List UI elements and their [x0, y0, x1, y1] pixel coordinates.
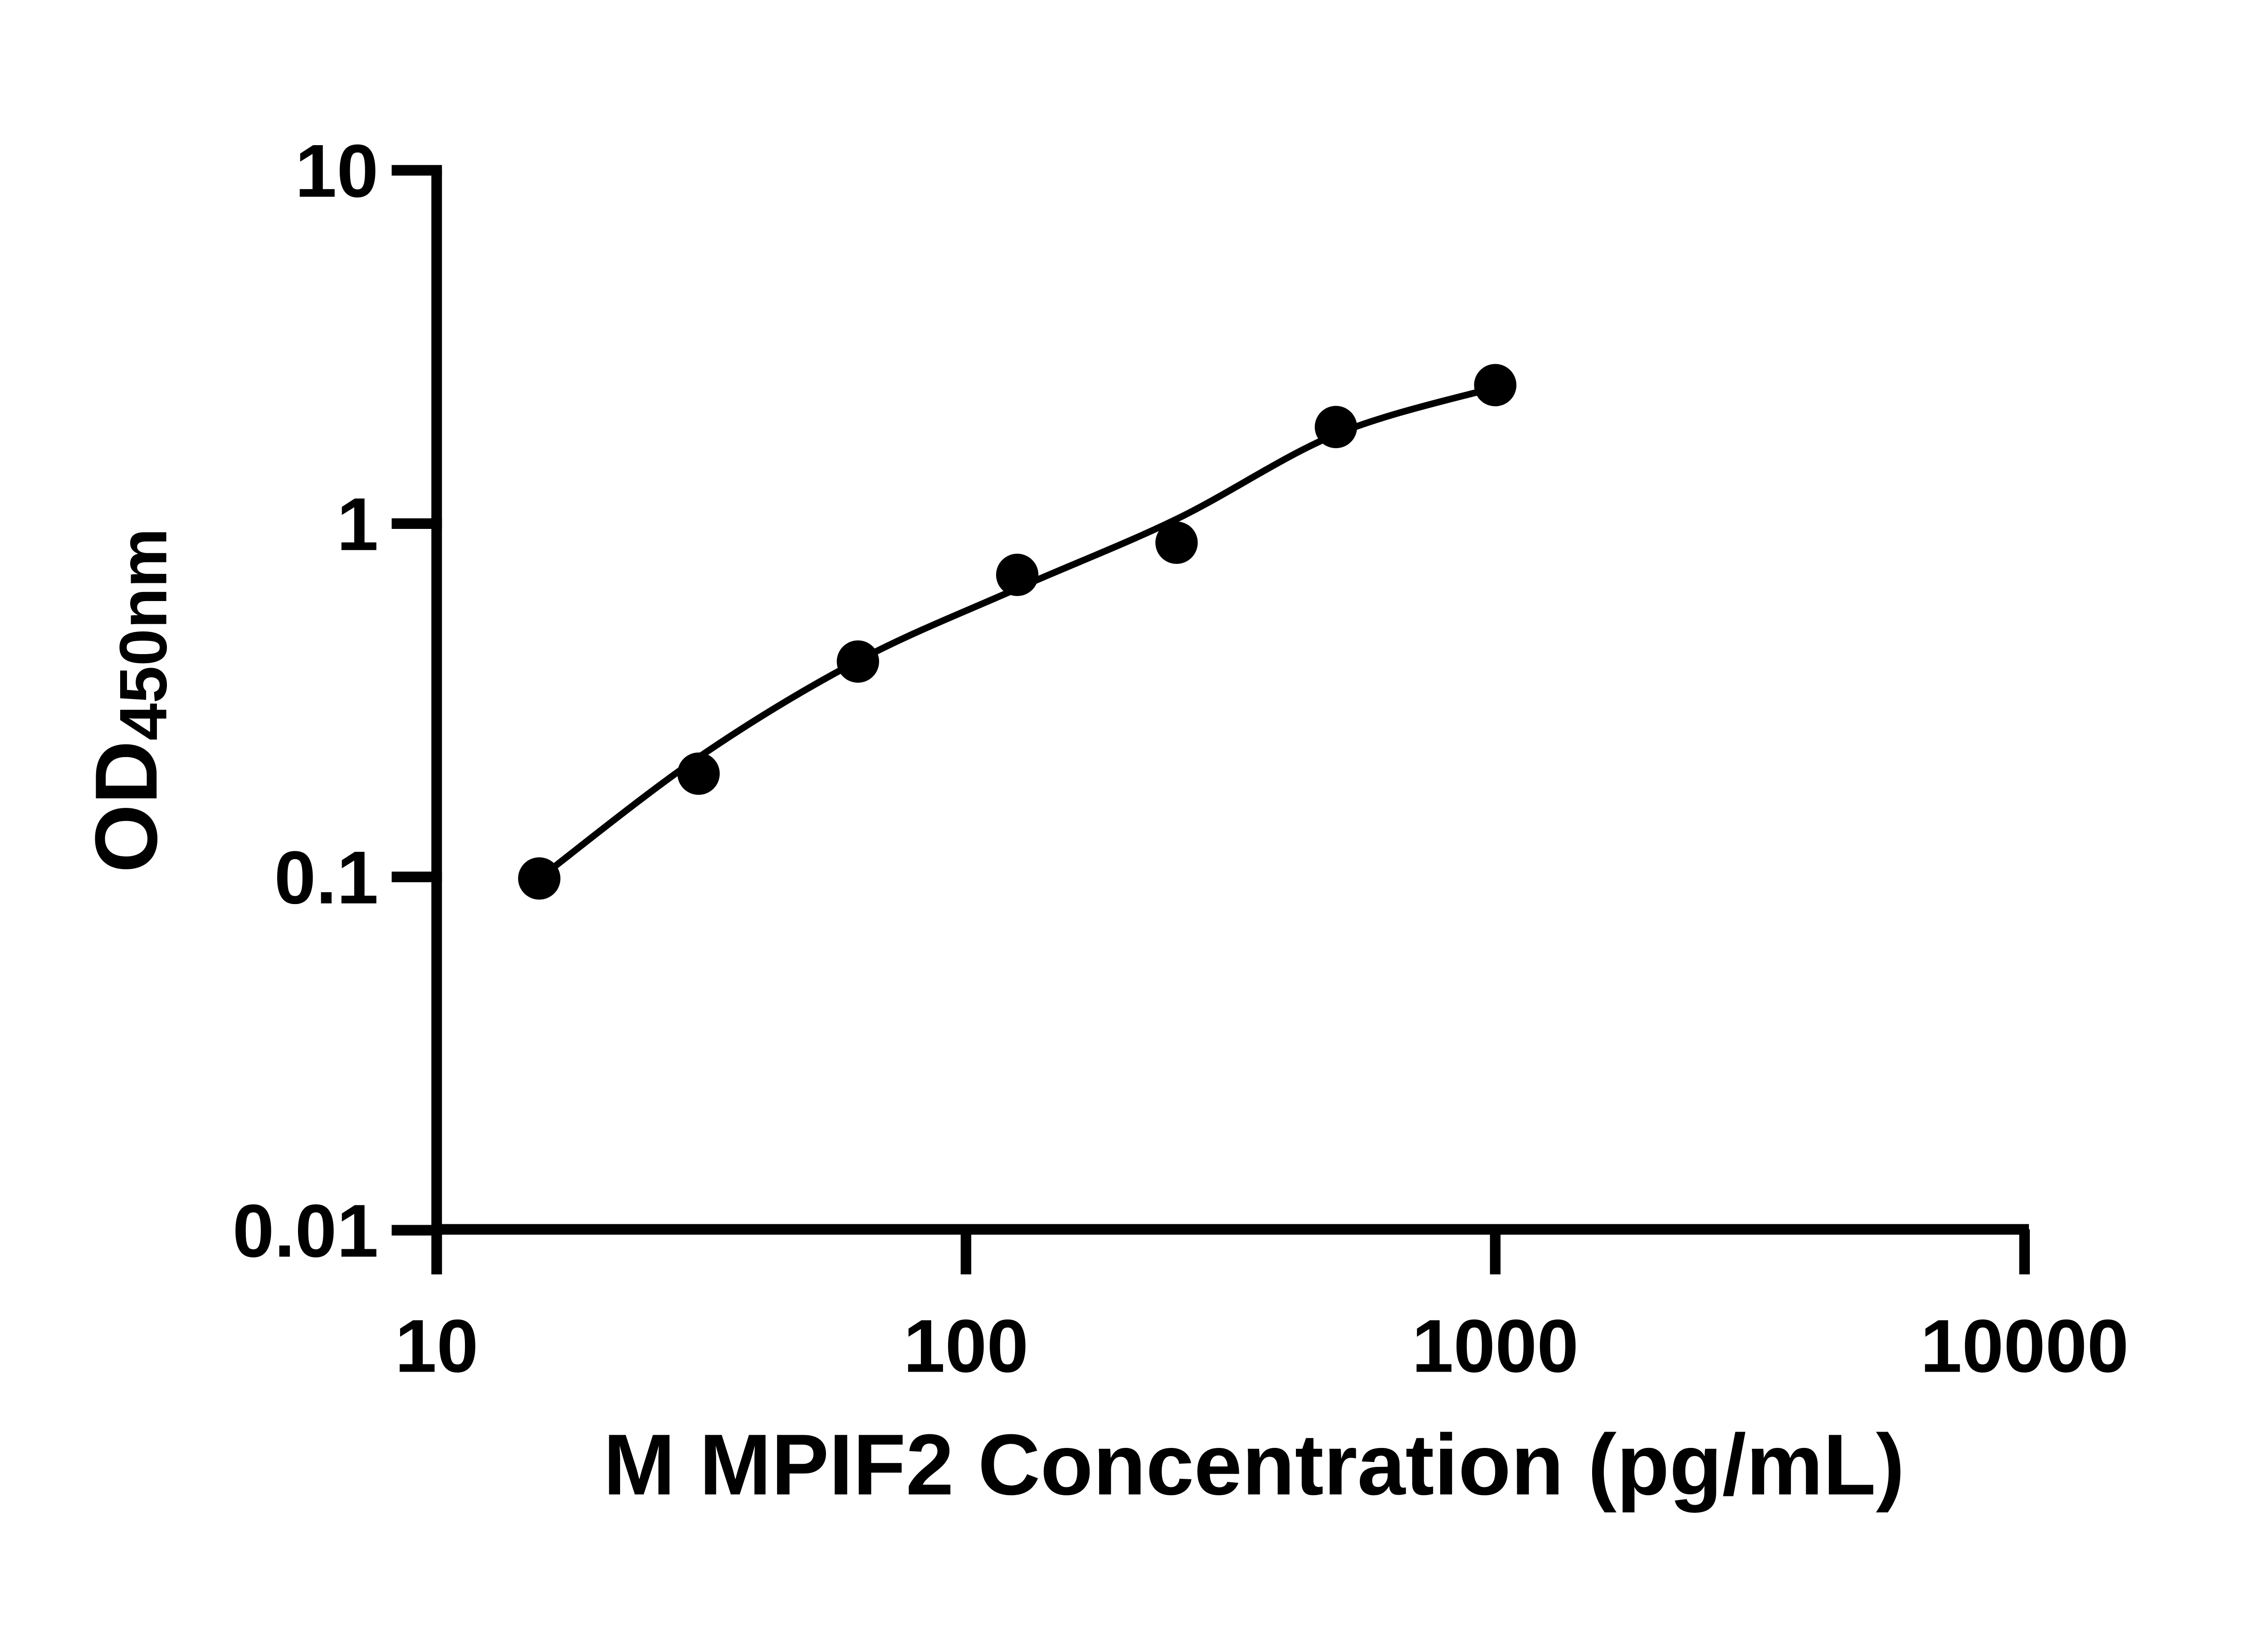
x-tick-label: 1000: [1412, 1304, 1579, 1388]
data-point: [1474, 364, 1517, 406]
data-point: [677, 752, 720, 795]
axes: [431, 170, 2029, 1275]
x-tick-label: 10000: [1920, 1304, 2129, 1388]
y-axis-title: OD450nm: [77, 528, 181, 873]
y-tick-label: 0.1: [274, 836, 379, 920]
y-tick-label: 1: [337, 483, 378, 567]
data-point: [836, 640, 880, 683]
tick-marks: [391, 165, 2030, 1275]
y-tick-label: 10: [295, 129, 378, 213]
y-axis-title-main: OD: [77, 741, 176, 873]
x-tick-label: 100: [904, 1304, 1029, 1388]
y-axis-title-sub: 450nm: [106, 528, 181, 740]
data-point: [1155, 521, 1198, 564]
x-axis-title: M MPIF2 Concentration (pg/mL): [603, 1417, 1905, 1513]
data-points: [518, 364, 1517, 900]
data-point: [1315, 406, 1357, 449]
y-tick-label: 0.01: [233, 1189, 379, 1273]
data-point: [996, 553, 1039, 596]
fit-curve-line: [536, 384, 1499, 882]
x-tick-label: 10: [395, 1304, 479, 1388]
fit-curve-group: [536, 384, 1499, 882]
tick-labels: 10 100 1000 10000 10 1 0.1 0.01: [233, 129, 2129, 1388]
data-point: [518, 857, 561, 900]
